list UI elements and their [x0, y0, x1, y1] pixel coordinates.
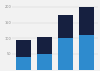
Bar [79, 7, 94, 35]
Bar [58, 38, 73, 70]
Bar [37, 54, 52, 70]
Bar [79, 35, 94, 70]
Bar [16, 57, 31, 70]
Bar [37, 37, 52, 54]
Bar [58, 15, 73, 38]
Bar [16, 40, 31, 57]
